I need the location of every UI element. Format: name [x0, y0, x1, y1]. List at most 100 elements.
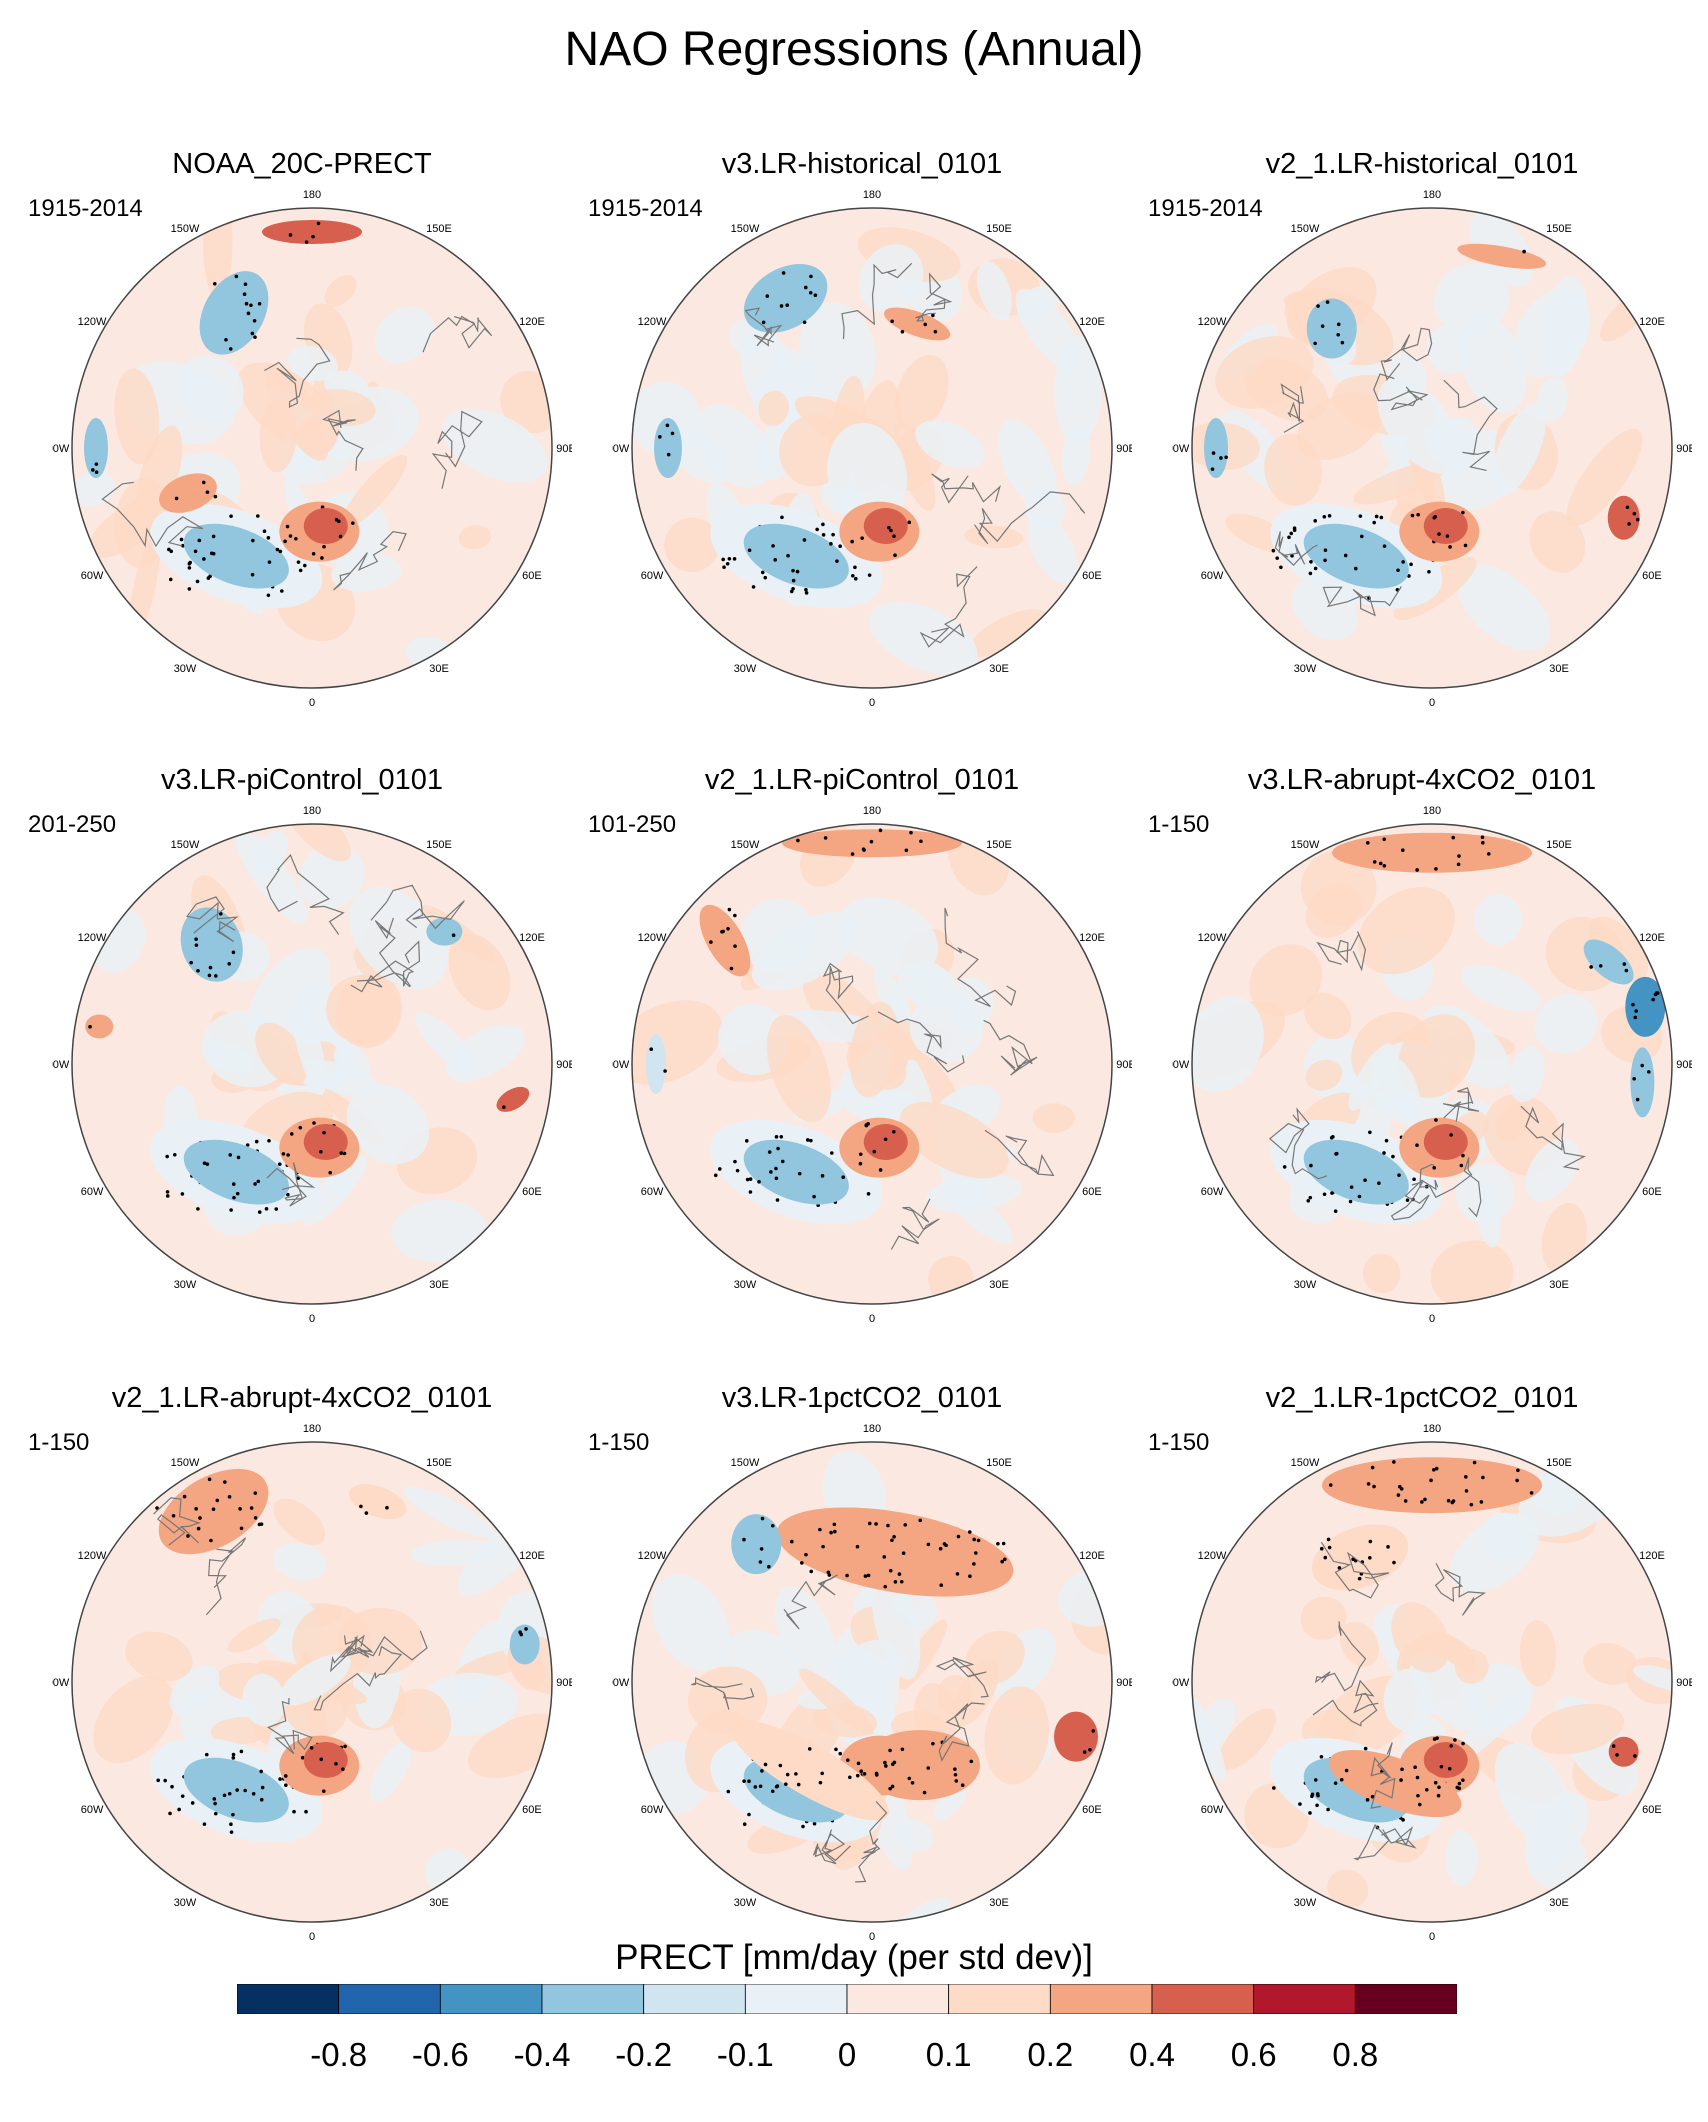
colorbar-label: -0.6 [411, 2036, 469, 2073]
anomaly-patch [839, 896, 939, 976]
longitude-label: 30E [429, 663, 449, 675]
significance-dot [1401, 848, 1405, 853]
anomaly-patch [1530, 1475, 1581, 1515]
anomaly-patch [1353, 461, 1447, 505]
significance-dot [1479, 1500, 1484, 1504]
anomaly-region [1423, 507, 1468, 544]
longitude-label: 60E [1082, 1804, 1102, 1816]
significance-dot [1377, 1181, 1381, 1186]
significance-dot [298, 568, 303, 573]
significance-dot [229, 1822, 233, 1827]
significance-dot [803, 285, 808, 290]
anomaly-patch [1300, 1596, 1347, 1640]
significance-dot [1224, 455, 1228, 460]
significance-dot [1275, 556, 1279, 560]
anomaly-patch [976, 261, 1012, 321]
significance-dot [1323, 548, 1328, 552]
longitude-label: 120E [1079, 316, 1105, 328]
significance-dot [1399, 1487, 1404, 1491]
significance-dot [866, 1573, 871, 1578]
coastline [333, 531, 407, 591]
significance-dot [909, 830, 913, 835]
significance-dot [864, 1123, 869, 1127]
anomaly-patch [1027, 513, 1078, 584]
significance-dot [235, 1788, 239, 1792]
significance-dot [1625, 505, 1630, 510]
anomaly-patch [1362, 1253, 1401, 1294]
significance-dot [922, 1790, 927, 1795]
significance-dot [1635, 517, 1640, 522]
significance-dot [883, 1137, 888, 1142]
map-border [71, 823, 553, 1305]
significance-dot [801, 1824, 805, 1829]
significance-dot [758, 1560, 763, 1564]
significance-dot [778, 1763, 783, 1768]
significance-dot [351, 521, 355, 525]
significance-dot [1340, 340, 1345, 345]
colorbar-label: -0.2 [615, 2036, 673, 2073]
significance-dot [1003, 1557, 1007, 1562]
significance-dot [888, 1568, 893, 1573]
significance-dot [155, 1506, 159, 1510]
significance-dot [665, 423, 670, 428]
significance-dot [858, 1161, 863, 1166]
significance-dot [234, 274, 239, 279]
significance-dot [670, 431, 675, 436]
significance-dot [1378, 861, 1383, 866]
figure-title: NAO Regressions (Annual) [564, 23, 1144, 76]
significance-dot [890, 1784, 895, 1789]
significance-dot [227, 1791, 232, 1796]
significance-dot [182, 1494, 187, 1499]
significance-dot [841, 1175, 845, 1180]
significance-dot [1384, 1138, 1389, 1143]
anomaly-patch [324, 274, 357, 307]
longitude-label: 90W [612, 443, 630, 455]
anomaly-patch [448, 933, 511, 1011]
significance-dot [800, 1561, 804, 1565]
longitude-label: 0 [1429, 697, 1435, 708]
anomaly-region [743, 1139, 849, 1205]
significance-dot [769, 1170, 773, 1174]
significance-dot [296, 560, 301, 564]
significance-dot [747, 1779, 751, 1784]
significance-dot [774, 1135, 779, 1139]
colorbar-segment [237, 1984, 340, 2014]
longitude-label: 60E [1642, 1186, 1662, 1198]
significance-dot [1382, 544, 1387, 548]
significance-dot [213, 1811, 218, 1816]
significance-dot [853, 565, 857, 570]
significance-dot [887, 525, 891, 530]
significance-dot [205, 1162, 210, 1166]
significance-dot [1091, 1729, 1096, 1733]
significance-dot [1651, 997, 1655, 1002]
significance-dot [1344, 1768, 1349, 1773]
significance-dot [1322, 1192, 1327, 1197]
coastline [431, 410, 483, 489]
anomaly-patch [1525, 1138, 1579, 1202]
significance-dot [833, 1529, 837, 1534]
significance-dot [1447, 1766, 1452, 1771]
coastline [1380, 327, 1433, 381]
anomaly-patch [1297, 392, 1382, 460]
significance-dot [187, 561, 192, 566]
significance-dot [1298, 1802, 1302, 1806]
longitude-label: 150W [731, 223, 760, 235]
panel-period: 1-150 [1148, 811, 1210, 838]
significance-dot [1433, 1780, 1438, 1785]
significance-dot [254, 1139, 259, 1144]
significance-dot [165, 1154, 169, 1159]
significance-dot [1420, 1500, 1424, 1504]
anomaly-patch [871, 1568, 921, 1680]
longitude-label: 120W [1198, 1550, 1227, 1562]
anomaly-patch [291, 993, 327, 1095]
significance-dot [1631, 1002, 1635, 1007]
significance-dot [1486, 852, 1491, 856]
significance-dot [1399, 1778, 1403, 1782]
significance-dot [298, 1125, 303, 1130]
significance-dot [214, 974, 218, 978]
anomaly-patch [1430, 1240, 1514, 1304]
significance-dot [190, 1801, 195, 1805]
significance-dot [1372, 1484, 1376, 1489]
significance-dot [253, 335, 257, 339]
coastline [266, 853, 345, 935]
